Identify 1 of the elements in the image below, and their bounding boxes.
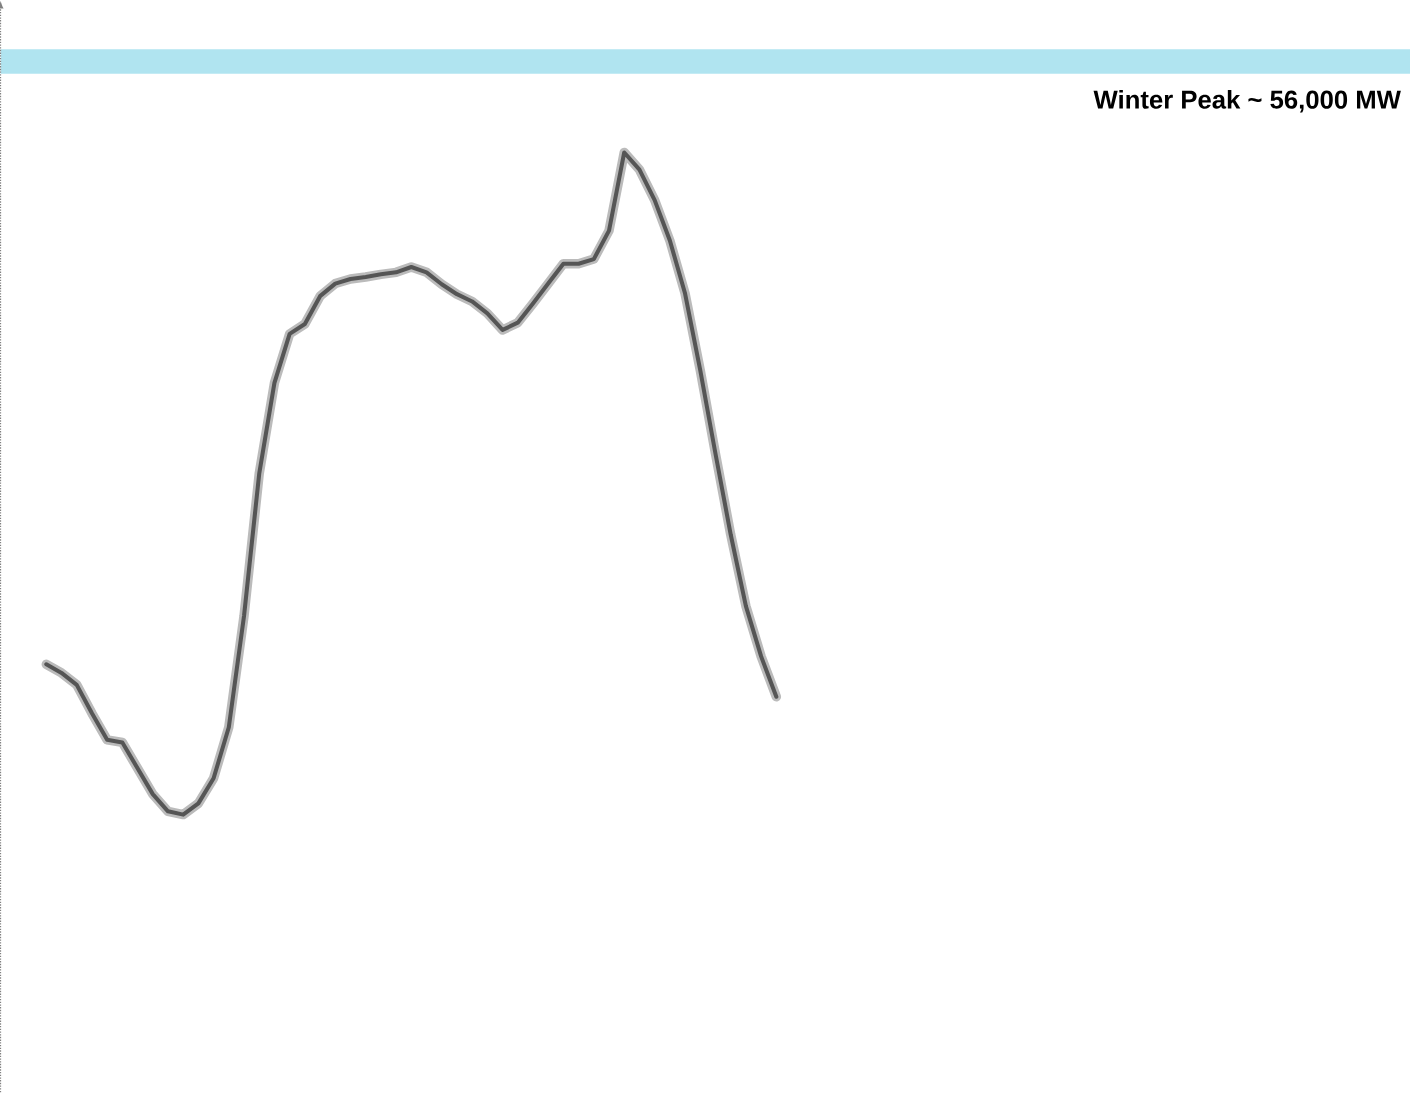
band-label: Winter Peak ~ 56,000 MW <box>1093 89 1401 113</box>
